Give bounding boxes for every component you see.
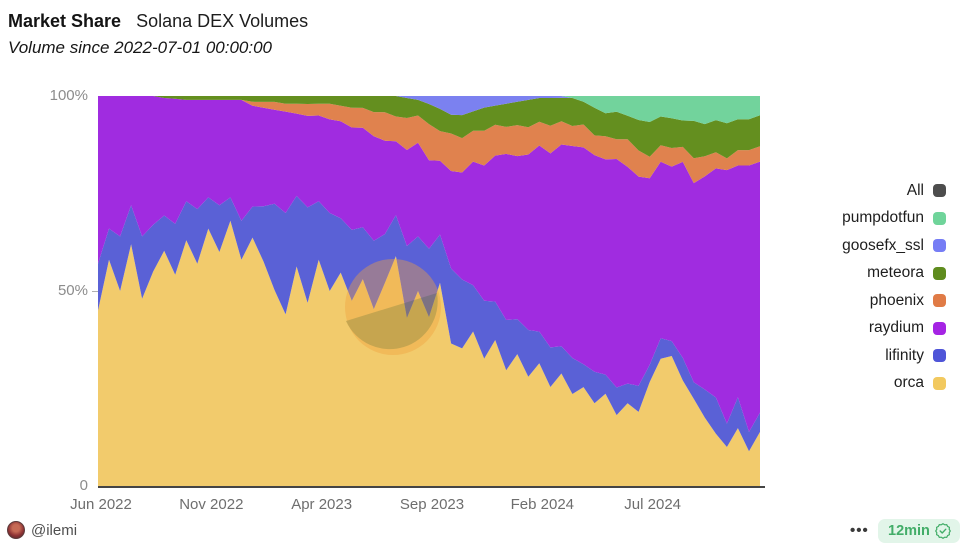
chart-subtitle: Volume since 2022-07-01 00:00:00 bbox=[8, 38, 272, 57]
author-block[interactable]: @ilemi bbox=[7, 521, 77, 539]
legend-swatch bbox=[933, 349, 946, 363]
x-axis-label-jul-2024: Jul 2024 bbox=[624, 496, 682, 513]
legend-swatch bbox=[933, 294, 946, 308]
author-avatar[interactable] bbox=[7, 521, 25, 539]
y-axis-label-0: 0 bbox=[79, 477, 88, 494]
legend-label: All bbox=[906, 181, 924, 199]
y-axis-tick bbox=[92, 291, 98, 292]
legend-item-raydium[interactable]: raydium bbox=[842, 315, 946, 343]
refresh-time-label: 12min bbox=[888, 523, 930, 539]
y-axis-label-100: 100% bbox=[49, 87, 88, 104]
x-axis-line bbox=[98, 486, 765, 488]
chart-plot-area[interactable] bbox=[98, 96, 760, 486]
y-axis-label-50: 50% bbox=[57, 282, 88, 299]
x-axis-label-feb-2024: Feb 2024 bbox=[510, 496, 575, 513]
author-handle[interactable]: @ilemi bbox=[31, 521, 78, 539]
legend-swatch bbox=[933, 376, 946, 390]
legend-label: meteora bbox=[867, 264, 924, 282]
legend-item-pumpdotfun[interactable]: pumpdotfun bbox=[842, 205, 946, 233]
legend-item-all[interactable]: All bbox=[842, 177, 946, 205]
area-series-pumpdotfun[interactable] bbox=[98, 96, 760, 125]
x-axis-label-apr-2023: Apr 2023 bbox=[291, 496, 353, 513]
legend-swatch bbox=[933, 239, 946, 253]
legend-label: phoenix bbox=[869, 291, 924, 309]
legend-item-lifinity[interactable]: lifinity bbox=[842, 342, 946, 370]
legend-item-meteora[interactable]: meteora bbox=[842, 260, 946, 288]
chart-title-row: Market Share Solana DEX Volumes bbox=[8, 11, 308, 32]
legend-item-goosefx_ssl[interactable]: goosefx_ssl bbox=[842, 232, 946, 260]
x-axis-label-sep-2023: Sep 2023 bbox=[399, 496, 465, 513]
legend-item-orca[interactable]: orca bbox=[842, 370, 946, 398]
area-series-orca[interactable] bbox=[98, 220, 760, 486]
legend-label: orca bbox=[893, 374, 924, 392]
legend-label: raydium bbox=[868, 319, 924, 337]
legend-label: lifinity bbox=[885, 346, 924, 364]
legend-swatch bbox=[933, 184, 946, 198]
chart-title-secondary: Solana DEX Volumes bbox=[136, 11, 309, 31]
legend-swatch bbox=[933, 266, 946, 280]
stacked-area-chart[interactable] bbox=[98, 96, 760, 486]
refresh-status-badge[interactable]: 12min bbox=[878, 519, 960, 543]
area-series-lifinity[interactable] bbox=[98, 195, 760, 452]
area-series-goosefx_ssl[interactable] bbox=[98, 96, 760, 125]
legend-label: goosefx_ssl bbox=[842, 236, 924, 254]
options-menu-button[interactable]: ••• bbox=[850, 522, 869, 539]
area-series-meteora[interactable] bbox=[98, 96, 760, 159]
legend-item-phoenix[interactable]: phoenix bbox=[842, 287, 946, 315]
x-axis-label-jun-2022: Jun 2022 bbox=[70, 496, 132, 513]
verified-check-icon bbox=[934, 523, 951, 539]
legend-swatch bbox=[933, 211, 946, 225]
x-axis-label-nov-2022: Nov 2022 bbox=[179, 496, 244, 513]
legend-label: pumpdotfun bbox=[842, 209, 924, 227]
legend-swatch bbox=[933, 321, 946, 335]
chart-title: Market Share bbox=[8, 11, 122, 31]
area-series-raydium[interactable] bbox=[98, 96, 760, 432]
area-series-phoenix[interactable] bbox=[98, 96, 760, 184]
